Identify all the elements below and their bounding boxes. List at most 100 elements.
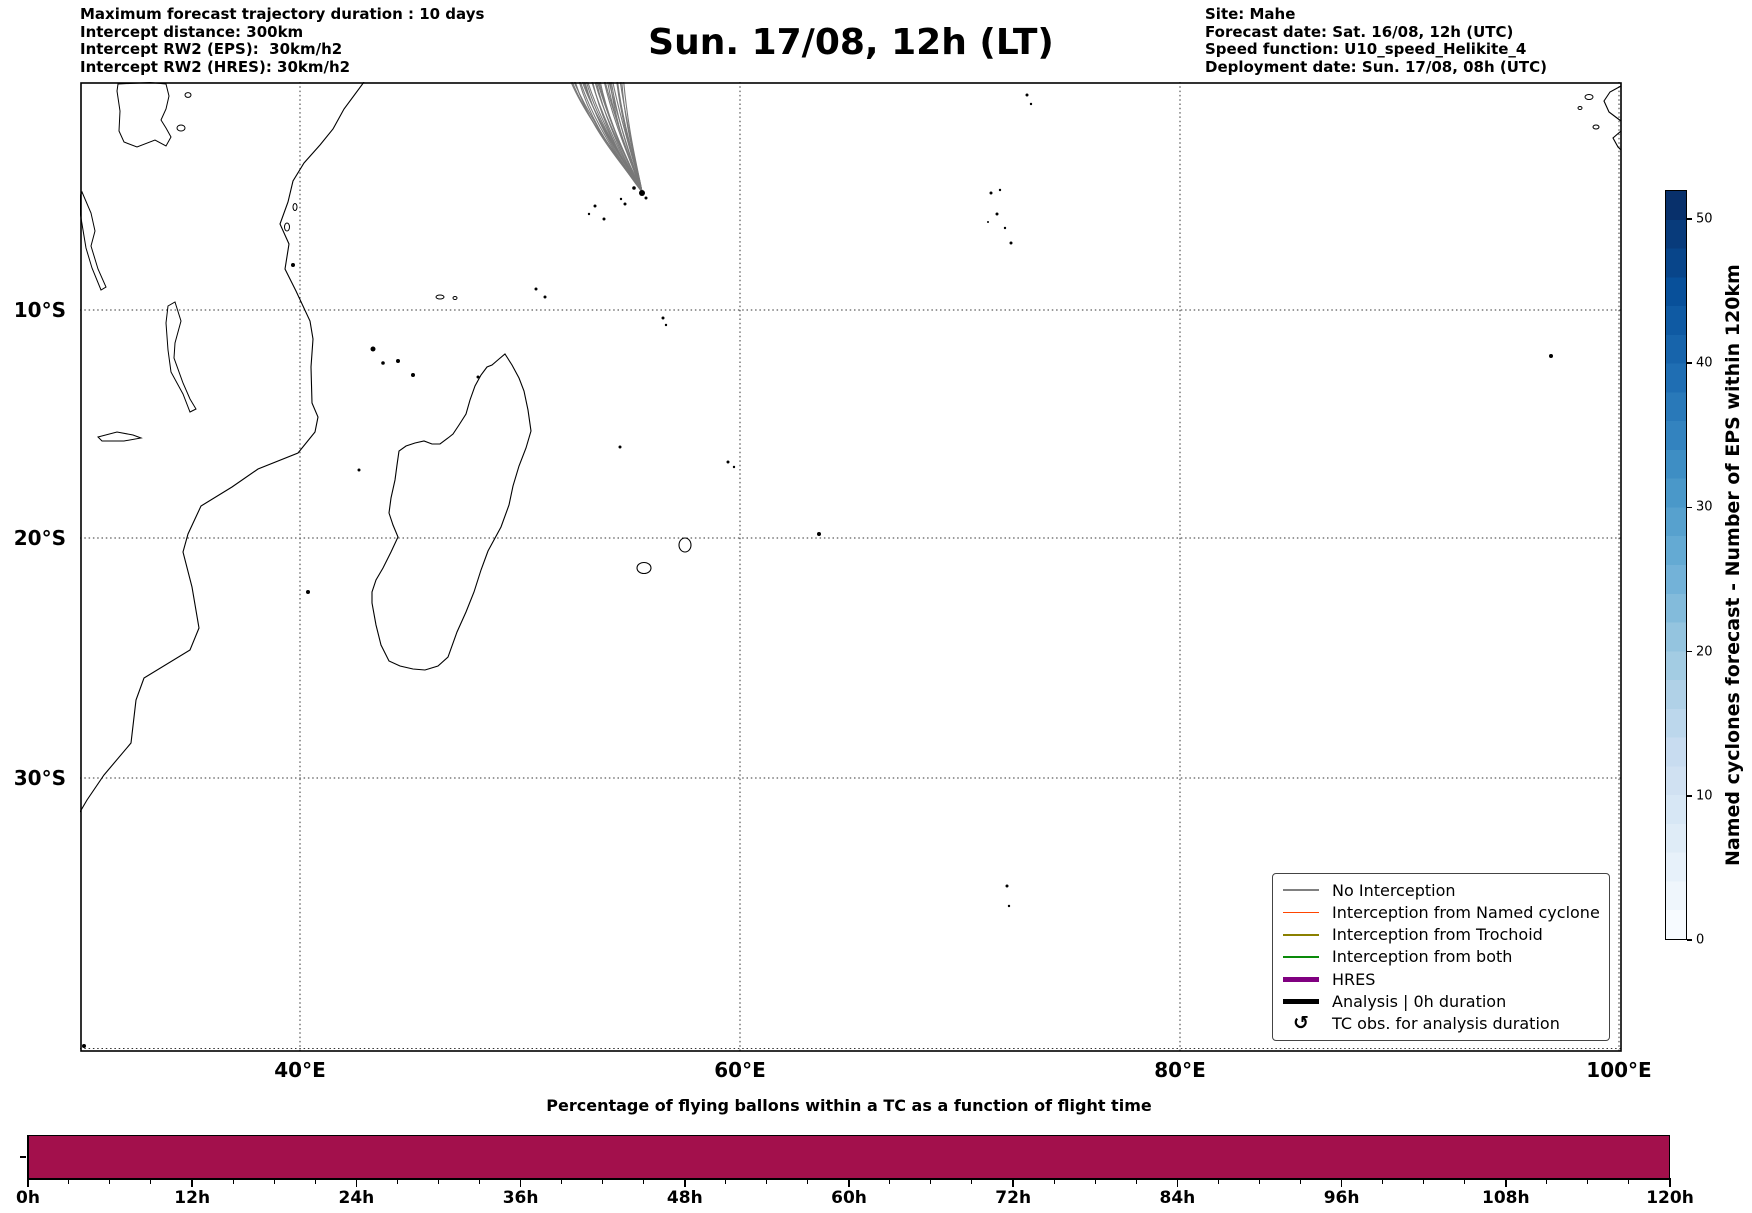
header-left-info: Maximum forecast trajectory duration : 1… <box>80 5 485 76</box>
legend-line-sample <box>1283 933 1319 936</box>
island-chagos-6 <box>987 221 989 223</box>
legend-label: Interception from Named cyclone <box>1332 902 1600 922</box>
strip-title: Percentage of flying ballons within a TC… <box>546 1096 1152 1115</box>
strip-tick-label: 120h <box>1646 1188 1694 1208</box>
island-pemba <box>292 203 298 211</box>
lon-tick-label: 60°E <box>714 1058 766 1082</box>
header-info-line: Intercept RW2 (HRES): 30km/h2 <box>80 57 351 76</box>
legend-row: Analysis | 0h duration <box>1283 991 1599 1013</box>
island-st-brandon-2 <box>732 465 736 469</box>
strip-minor-tick <box>643 1180 644 1184</box>
strip-tick-label: 12h <box>174 1188 211 1208</box>
strip-minor-tick <box>1217 1180 1219 1184</box>
island-farquhar-2 <box>543 295 547 299</box>
colorbar-tick <box>1687 939 1692 941</box>
legend-row: Interception from Trochoid <box>1283 924 1599 946</box>
strip-tick-label: 72h <box>995 1188 1032 1208</box>
map-canvas <box>80 82 1622 1052</box>
strip-x-axis <box>28 1178 1671 1180</box>
colorbar-label: Named cyclones forecast - Number of EPS … <box>1722 264 1744 866</box>
island-europa <box>306 590 310 594</box>
legend-label: Interception from Trochoid <box>1332 925 1543 945</box>
strip-tick-label: 36h <box>502 1188 539 1208</box>
island-amirantes-3 <box>587 212 591 216</box>
strip-major-tick <box>27 1180 29 1187</box>
island-mauritius <box>678 537 692 553</box>
strip-major-tick <box>1176 1180 1179 1187</box>
strip-major-tick <box>1012 1180 1014 1187</box>
graticule-gridlines <box>80 82 1622 1052</box>
lon-tick-label: 80°E <box>1154 1058 1206 1082</box>
island-nias <box>1584 94 1594 100</box>
legend-label: No Interception <box>1332 880 1456 900</box>
island-chagos-5 <box>1009 241 1013 245</box>
strip-minor-tick <box>150 1180 152 1184</box>
island-maldives-2 <box>1029 102 1033 106</box>
legend-line <box>1283 977 1319 982</box>
strip-minor-tick <box>1053 1180 1055 1184</box>
header-info-line: Maximum forecast trajectory duration : 1… <box>80 5 485 23</box>
strip-left-spine <box>26 1135 28 1180</box>
legend-label: Analysis | 0h duration <box>1332 992 1507 1012</box>
strip-minor-tick <box>1546 1180 1548 1184</box>
tc-obs-rotation-icon: ↺ <box>1283 1014 1319 1033</box>
island-chagos-1 <box>989 191 993 195</box>
strip-major-tick <box>1340 1180 1343 1187</box>
lat-tick-label: 20°S <box>13 526 66 550</box>
coastline-madagascar <box>371 353 532 671</box>
strip-major-tick <box>191 1180 193 1187</box>
strip-minor-tick <box>1299 1180 1301 1184</box>
lake-tanganyika <box>80 190 107 291</box>
strip-minor-tick <box>766 1180 768 1184</box>
coastline-sumatra <box>1603 85 1622 151</box>
strip-minor-tick <box>889 1180 891 1184</box>
header-info-line: Site: Mahe <box>1205 5 1296 23</box>
island-maldives-1 <box>1025 93 1029 97</box>
colorbar-tick <box>1687 362 1692 364</box>
island-assumption <box>452 296 458 300</box>
strip-minor-tick <box>560 1180 562 1184</box>
strip-minor-tick <box>1258 1180 1260 1184</box>
island-tromelin <box>618 445 622 449</box>
strip-minor-tick <box>930 1180 932 1184</box>
strip-minor-tick <box>1422 1180 1424 1184</box>
strip-major-tick <box>1669 1180 1671 1187</box>
strip-tick-label: 60h <box>831 1188 867 1208</box>
strip-major-tick <box>355 1180 358 1187</box>
legend-line <box>1283 999 1319 1004</box>
header-info-line: Deployment date: Sun. 17/08, 08h (UTC) <box>1205 57 1548 76</box>
strip-minor-tick <box>1135 1180 1137 1184</box>
colorbar-tick <box>1687 650 1692 653</box>
map-border <box>80 82 1622 1052</box>
strip-tick-label: 108h <box>1482 1188 1530 1208</box>
eps-trajectory <box>623 82 643 193</box>
colorbar-tick-label: 0 <box>1696 932 1705 948</box>
island-moheli <box>381 361 385 365</box>
strip-minor-tick <box>314 1180 316 1184</box>
strip-minor-tick <box>232 1180 234 1184</box>
lat-tick-label: 10°S <box>13 298 66 322</box>
legend-row: HRES <box>1283 968 1599 990</box>
colorbar-tick <box>1687 506 1692 509</box>
colorbar <box>1665 190 1687 940</box>
legend-line-sample <box>1283 889 1319 892</box>
legend-line <box>1283 933 1319 936</box>
strip-minor-tick <box>1587 1180 1589 1184</box>
island-speck-corner <box>82 1044 86 1048</box>
island-chagos-3 <box>995 212 999 216</box>
island-amirantes-1 <box>593 204 597 208</box>
header-right-info: Site: Mahe Forecast date: Sat. 16/08, 12h… <box>1205 5 1548 76</box>
legend-line-sample <box>1283 977 1319 982</box>
legend-line-sample <box>1283 956 1319 958</box>
strip-major-tick <box>519 1180 522 1187</box>
island-mayotte <box>411 373 415 377</box>
strip-minor-tick <box>68 1180 70 1184</box>
legend-line <box>1283 911 1319 914</box>
legend-label: HRES <box>1332 969 1376 989</box>
strip-minor-tick <box>478 1180 480 1184</box>
island-reunion <box>636 561 652 575</box>
island-agalega-1 <box>661 316 665 320</box>
legend-label: Interception from both <box>1332 947 1513 967</box>
legend-row: Interception from Named cyclone <box>1283 901 1600 923</box>
header-info-line: Forecast date: Sat. 16/08, 12h (UTC) <box>1205 22 1514 41</box>
